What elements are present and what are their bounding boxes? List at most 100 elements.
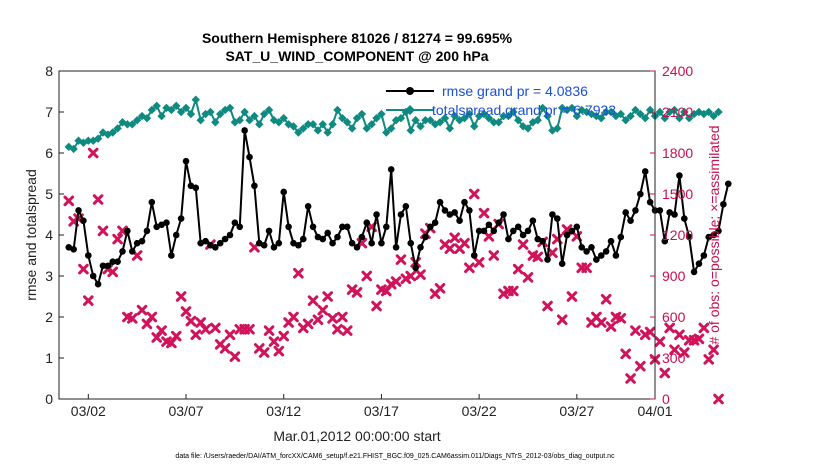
rmse-point xyxy=(378,239,385,247)
y-right-tick-label: 2100 xyxy=(662,104,693,120)
rmse-point xyxy=(470,252,478,259)
obs-count-point xyxy=(337,311,348,323)
rmse-point xyxy=(216,239,224,247)
obs-count-point xyxy=(185,315,197,327)
totalspread-point xyxy=(362,124,371,133)
totalspread-point xyxy=(142,113,152,123)
obs-count-point xyxy=(434,283,446,294)
obs-count-point xyxy=(273,345,285,357)
obs-count-point xyxy=(190,329,202,341)
rmse-point xyxy=(75,207,82,214)
obs-count-point xyxy=(522,272,534,283)
obs-count-point xyxy=(395,254,407,265)
totalspread-point xyxy=(313,126,323,135)
rmse-point xyxy=(588,244,595,251)
obs-count-point xyxy=(268,336,280,347)
rmse-point xyxy=(461,198,468,206)
obs-count-point xyxy=(146,311,158,323)
obs-count-point xyxy=(459,237,470,249)
obs-count-point xyxy=(317,304,329,316)
totalspread-point xyxy=(299,124,308,133)
rmse-point xyxy=(422,233,429,241)
obs-count-point xyxy=(278,330,290,342)
obs-count-point xyxy=(107,266,119,278)
totalspread-point xyxy=(98,128,108,137)
y-right-tick-label: 1500 xyxy=(662,186,693,202)
rmse-point xyxy=(549,211,556,218)
obs-count-point xyxy=(468,188,480,200)
obs-count-point xyxy=(508,285,519,297)
rmse-point xyxy=(431,219,439,226)
y-right-tick-label: 1800 xyxy=(662,145,693,161)
totalspread-point xyxy=(675,113,684,123)
obs-count-point xyxy=(210,322,221,334)
totalspread-point xyxy=(157,111,166,121)
totalspread-point xyxy=(367,120,376,129)
rmse-point xyxy=(363,219,371,226)
obs-count-point xyxy=(322,291,333,302)
totalspread-point xyxy=(572,111,582,121)
rmse-point xyxy=(236,223,244,231)
obs-count-point xyxy=(224,329,236,341)
obs-count-point xyxy=(693,333,705,345)
rmse-point xyxy=(212,244,219,251)
obs-count-point xyxy=(327,313,338,324)
totalspread-point xyxy=(450,111,459,121)
obs-count-point xyxy=(351,287,363,298)
obs-count-point xyxy=(679,347,690,358)
rmse-point xyxy=(177,215,185,222)
totalspread-point xyxy=(328,120,337,129)
rmse-point xyxy=(700,252,708,259)
totalspread-point xyxy=(528,118,538,127)
totalspread-point xyxy=(357,109,367,119)
totalspread-point xyxy=(523,124,533,133)
rmse-point xyxy=(270,244,278,251)
totalspread-point xyxy=(660,113,669,123)
y-tick-label: 6 xyxy=(45,145,53,161)
rmse-point xyxy=(231,219,239,226)
rmse-point xyxy=(593,256,600,263)
rmse-point xyxy=(343,223,351,231)
totalspread-point xyxy=(113,124,122,133)
rmse-point xyxy=(480,227,488,235)
totalspread-point xyxy=(382,128,391,137)
obs-count-point xyxy=(175,291,187,302)
rmse-line xyxy=(68,130,730,287)
rmse-point xyxy=(80,217,87,224)
obs-count-point xyxy=(498,288,509,300)
rmse-point xyxy=(309,223,317,231)
obs-count-point xyxy=(547,247,558,259)
totalspread-point xyxy=(118,118,127,127)
rmse-point xyxy=(397,211,405,218)
obs-count-point xyxy=(473,257,485,268)
rmse-point xyxy=(617,233,625,241)
rmse-point xyxy=(724,180,732,188)
rmse-point xyxy=(656,207,664,214)
totalspread-point xyxy=(680,107,689,117)
totalspread-point xyxy=(79,138,88,147)
x-axis-label: Mar.01,2012 00:00:00 start xyxy=(273,428,440,444)
obs-count-point xyxy=(595,317,607,328)
x-tick-label: 04/01 xyxy=(637,403,672,419)
totalspread-point xyxy=(235,116,244,125)
rmse-point xyxy=(602,248,610,255)
totalspread-point xyxy=(641,113,650,123)
obs-count-point xyxy=(464,262,475,274)
totalspread-point xyxy=(333,105,342,115)
rmse-point xyxy=(563,231,571,239)
totalspread-point xyxy=(631,105,640,115)
totalspread-point xyxy=(93,134,103,143)
obs-count-point xyxy=(708,344,719,356)
obs-count-point xyxy=(385,278,397,290)
totalspread-point xyxy=(655,107,665,117)
y-tick-label: 4 xyxy=(45,227,53,243)
totalspread-point xyxy=(201,109,210,119)
rmse-point xyxy=(280,188,288,196)
totalspread-point xyxy=(557,103,567,113)
series-layer xyxy=(63,95,732,405)
totalspread-point xyxy=(84,136,93,145)
rmse-point xyxy=(138,237,146,245)
obs-count-point xyxy=(615,313,627,324)
obs-count-point xyxy=(312,314,324,326)
rmse-point xyxy=(192,184,200,192)
